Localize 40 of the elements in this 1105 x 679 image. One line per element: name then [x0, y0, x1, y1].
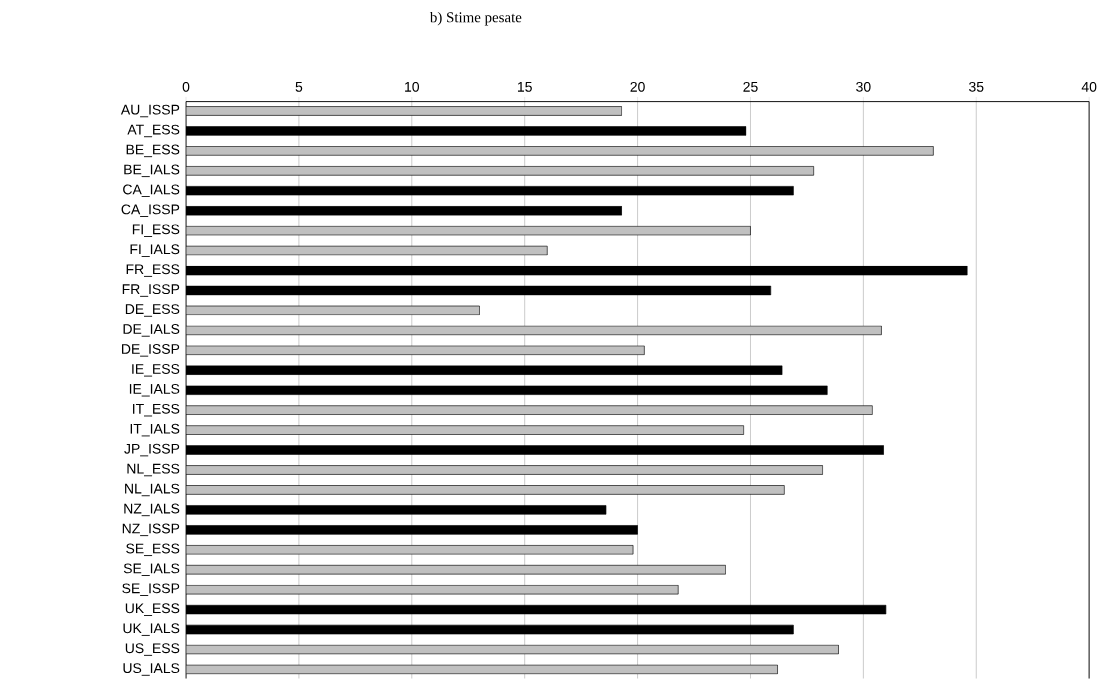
chart-title: b) Stime pesate [429, 12, 522, 26]
y-tick-label: BE_IALS [124, 164, 180, 178]
y-tick-label: BE_ESS [126, 144, 180, 158]
y-tick-label: DE_ESS [125, 304, 180, 317]
y-tick-label: NL_ESS [127, 463, 180, 477]
y-tick-label: NL_IALS [125, 483, 180, 497]
x-tick-label: 20 [630, 82, 645, 93]
y-tick-label: IE_ESS [132, 364, 180, 377]
y-tick-label: SE_ESS [126, 543, 180, 557]
bar [186, 525, 638, 535]
y-tick-label: NZ_IALS [124, 503, 180, 517]
y-tick-label: UK_ESS [125, 603, 180, 617]
y-tick-label: DE_IALS [123, 324, 180, 337]
x-tick-label: 40 [1081, 82, 1097, 93]
y-tick-label: FI_ESS [132, 224, 180, 238]
y-tick-label: UK_IALS [123, 623, 180, 637]
y-tick-label: NZ_ISSP [122, 523, 180, 537]
y-tick-label: CA_IALS [123, 184, 180, 198]
x-tick-label: 25 [743, 82, 758, 93]
y-tick-label: IT_IALS [130, 424, 180, 437]
x-tick-label: 10 [405, 82, 420, 93]
y-tick-label: IT_ESS [133, 404, 180, 417]
y-tick-label: FI_IALS [130, 244, 180, 258]
y-tick-label: JP_ISSP [124, 444, 180, 457]
x-tick-label: 35 [969, 82, 984, 93]
x-tick-label: 15 [517, 82, 532, 93]
y-tick-label: FR_ISSP [122, 284, 180, 297]
y-tick-label: IE_IALS [129, 384, 180, 397]
y-tick-label: DE_ISSP [122, 344, 180, 357]
y-tick-label: AT_ESS [127, 124, 180, 138]
y-tick-label: SE_IALS [123, 563, 180, 577]
y-tick-label: SE_ISSP [122, 583, 180, 597]
y-tick-label: CA_ISSP [121, 204, 180, 218]
y-tick-label: FR_ESS [126, 264, 180, 278]
y-tick-label: US_ESS [125, 643, 180, 657]
y-tick-label: AU_ISSP [120, 104, 180, 118]
x-tick-label: 30 [856, 82, 871, 93]
x-tick-label: 0 [182, 82, 190, 93]
y-tick-label: US_IALS [123, 663, 180, 676]
x-tick-label: 5 [295, 82, 303, 93]
